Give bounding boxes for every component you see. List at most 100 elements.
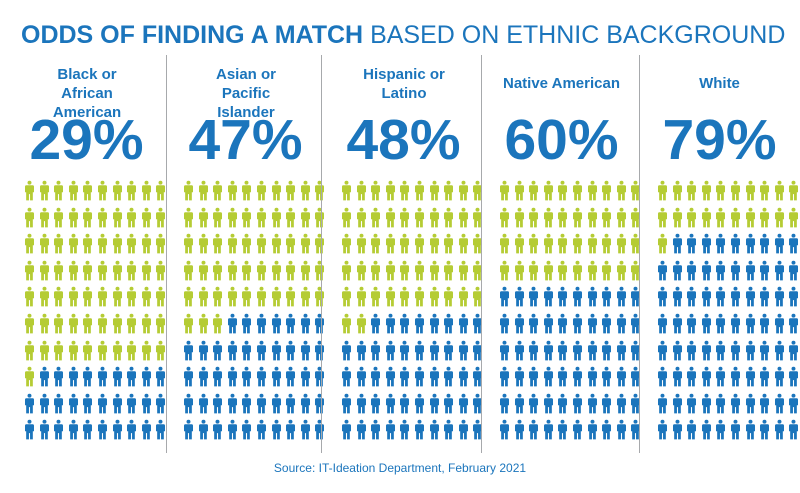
person-icon: [198, 180, 208, 201]
person-icon: [184, 233, 193, 254]
person-icon: [39, 207, 49, 227]
person-icon: [429, 366, 439, 387]
person-icon: [98, 393, 107, 414]
person-icon: [631, 420, 641, 440]
person-icon: [300, 260, 310, 281]
person-icon: [356, 180, 366, 201]
person-icon: [54, 340, 64, 360]
person-icon: [257, 180, 266, 201]
person-icon: [127, 287, 137, 307]
person-icon: [213, 207, 223, 227]
person-icon: [529, 420, 539, 440]
person-icon: [371, 207, 381, 227]
person-icon: [68, 366, 78, 387]
person-icon: [500, 287, 509, 307]
person-icon: [127, 233, 137, 254]
person-icon: [444, 207, 454, 227]
title-bold: ODDS OF FINDING A MATCH: [21, 21, 364, 49]
percent-label: 60%: [504, 108, 619, 172]
person-icon: [701, 233, 711, 254]
group-label: White: [699, 75, 740, 92]
person-icon: [156, 260, 166, 281]
person-icon: [198, 233, 208, 254]
person-icon: [25, 287, 34, 307]
person-icon: [112, 207, 122, 227]
person-icon: [242, 180, 252, 201]
person-icon: [514, 420, 524, 440]
person-icon: [184, 420, 193, 440]
person-icon: [458, 207, 468, 227]
person-icon: [444, 366, 454, 387]
person-icon: [701, 207, 711, 227]
person-icon: [415, 366, 424, 387]
person-icon: [257, 207, 266, 227]
person-icon: [400, 287, 410, 307]
person-icon: [415, 420, 424, 440]
person-icon: [213, 313, 223, 334]
person-icon: [672, 393, 682, 414]
person-icon: [257, 393, 266, 414]
person-icon: [68, 313, 78, 334]
person-icon: [242, 260, 252, 281]
person-icon: [68, 287, 78, 307]
percent-label: 29%: [29, 108, 144, 172]
person-icon: [458, 366, 468, 387]
person-icon: [745, 233, 755, 254]
person-icon: [25, 180, 34, 201]
person-icon: [631, 366, 641, 387]
person-icon: [716, 340, 726, 360]
person-icon: [500, 233, 509, 254]
person-icon: [774, 340, 784, 360]
person-icon: [371, 420, 381, 440]
person-icon: [25, 207, 34, 227]
person-icon: [543, 366, 553, 387]
person-icon: [342, 233, 351, 254]
person-icon: [760, 313, 770, 334]
person-icon: [444, 420, 454, 440]
person-icon: [286, 313, 296, 334]
person-icon: [242, 233, 252, 254]
person-icon: [385, 260, 395, 281]
person-icon: [127, 180, 137, 201]
person-icon: [83, 366, 93, 387]
person-icon: [184, 393, 193, 414]
person-icon: [54, 233, 64, 254]
person-icon: [789, 366, 799, 387]
person-icon: [315, 180, 325, 201]
person-icon: [716, 287, 726, 307]
person-icon: [198, 260, 208, 281]
person-icon: [658, 233, 667, 254]
person-icon: [286, 393, 296, 414]
person-icon: [54, 366, 64, 387]
person-icon: [473, 420, 483, 440]
person-icon: [602, 260, 612, 281]
person-icon: [774, 233, 784, 254]
person-icon: [500, 393, 509, 414]
person-icon: [385, 287, 395, 307]
person-icon: [616, 180, 626, 201]
person-icon: [112, 233, 122, 254]
person-icon: [774, 366, 784, 387]
person-icon: [529, 233, 539, 254]
column-divider: [481, 55, 482, 453]
person-icon: [774, 180, 784, 201]
person-icon: [227, 233, 237, 254]
person-icon: [760, 420, 770, 440]
person-icon: [286, 233, 296, 254]
group-label: Black or African American: [52, 66, 122, 121]
person-icon: [731, 393, 740, 414]
person-icon: [760, 260, 770, 281]
person-icon: [198, 207, 208, 227]
person-icon: [39, 366, 49, 387]
person-icon: [54, 180, 64, 201]
person-icon: [25, 260, 34, 281]
person-icon: [774, 393, 784, 414]
person-icon: [315, 366, 325, 387]
person-icon: [602, 233, 612, 254]
person-icon: [286, 180, 296, 201]
person-icon: [500, 340, 509, 360]
person-icon: [39, 340, 49, 360]
person-icon: [701, 420, 711, 440]
person-icon: [300, 393, 310, 414]
person-icon: [573, 340, 582, 360]
